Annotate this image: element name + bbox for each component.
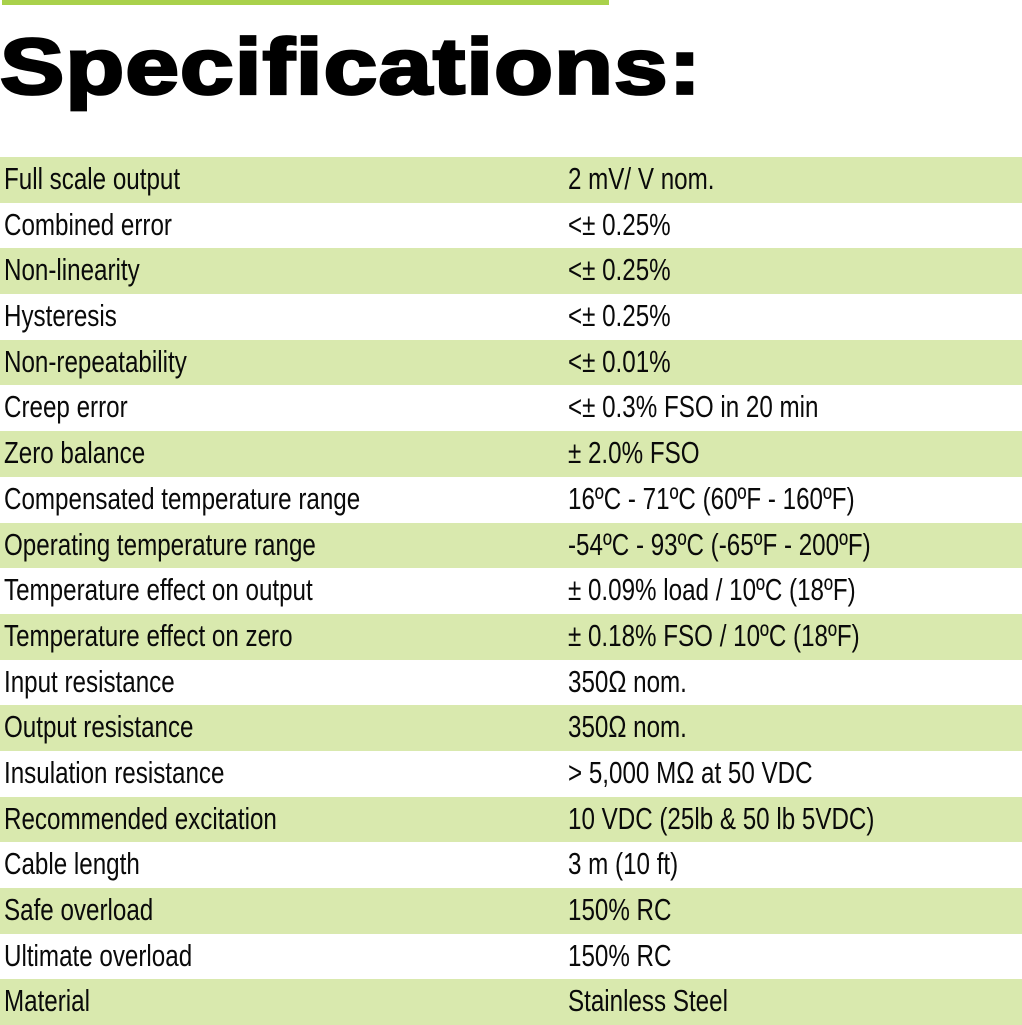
table-row: Full scale output 2 mV/ V nom. [0, 157, 1022, 203]
spec-label: Operating temperature range [4, 526, 316, 562]
table-row: Hysteresis <± 0.25% [0, 294, 1022, 340]
spec-label: Temperature effect on output [4, 572, 313, 608]
spec-label: Input resistance [4, 663, 175, 699]
spec-label: Non-repeatability [4, 343, 187, 379]
spec-value: <± 0.25% [568, 206, 671, 242]
table-row: Compensated temperature range 16ºC - 71º… [0, 477, 1022, 523]
spec-value: <± 0.25% [568, 298, 671, 334]
spec-value: <± 0.25% [568, 252, 671, 288]
table-row: Temperature effect on zero ± 0.18% FSO /… [0, 613, 1022, 660]
table-row: Safe overload 150% RC [0, 888, 1022, 934]
spec-value: ± 0.18% FSO / 10ºC (18ºF) [568, 617, 860, 653]
spec-label: Insulation resistance [4, 754, 225, 790]
spec-label: Output resistance [4, 709, 194, 745]
spec-label: Compensated temperature range [4, 480, 361, 516]
spec-value: 3 m (10 ft) [568, 846, 679, 882]
spec-value: 10 VDC (25lb & 50 lb 5VDC) [568, 800, 875, 836]
table-row: Non-repeatability <± 0.01% [0, 339, 1022, 386]
page-title: Specifications: [0, 22, 702, 111]
specifications-table: Full scale output 2 mV/ V nom. Combined … [0, 157, 1022, 1025]
table-row: Insulation resistance > 5,000 MΩ at 50 V… [0, 751, 1022, 797]
spec-value: <± 0.01% [568, 343, 671, 379]
spec-label: Combined error [4, 206, 172, 242]
spec-value: 150% RC [568, 892, 672, 927]
spec-value: 2 mV/ V nom. [568, 161, 715, 196]
table-row: Ultimate overload 150% RC [0, 934, 1022, 980]
spec-value: ± 0.09% load / 10ºC (18ºF) [568, 572, 856, 608]
spec-label: Non-linearity [4, 252, 140, 288]
table-row: Combined error <± 0.25% [0, 203, 1022, 249]
spec-value: 150% RC [568, 937, 672, 973]
spec-label: Recommended excitation [4, 800, 277, 836]
table-row: Cable length 3 m (10 ft) [0, 842, 1022, 888]
table-row: Output resistance 350Ω nom. [0, 705, 1022, 751]
spec-label: Full scale output [4, 161, 181, 196]
spec-value: 16ºC - 71ºC (60ºF - 160ºF) [568, 480, 855, 516]
table-row: Temperature effect on output ± 0.09% loa… [0, 568, 1022, 614]
table-row: Recommended excitation 10 VDC (25lb & 50… [0, 796, 1022, 843]
spec-value: 350Ω nom. [568, 709, 687, 745]
table-row: Zero balance ± 2.0% FSO [0, 431, 1022, 477]
spec-value: > 5,000 MΩ at 50 VDC [568, 754, 813, 790]
spec-value: -54ºC - 93ºC (-65ºF - 200ºF) [568, 526, 871, 562]
spec-value: 350Ω nom. [568, 663, 687, 699]
table-row: Material Stainless Steel [0, 979, 1022, 1025]
spec-value: Stainless Steel [568, 983, 728, 1019]
table-row: Input resistance 350Ω nom. [0, 660, 1022, 706]
spec-label: Zero balance [4, 435, 146, 471]
spec-value: <± 0.3% FSO in 20 min [568, 389, 819, 425]
spec-label: Cable length [4, 846, 140, 882]
table-row: Non-linearity <± 0.25% [0, 248, 1022, 295]
accent-bar [2, 0, 609, 5]
spec-label: Temperature effect on zero [4, 617, 293, 653]
spec-label: Material [4, 983, 91, 1019]
spec-label: Hysteresis [4, 298, 117, 334]
table-row: Operating temperature range -54ºC - 93ºC… [0, 522, 1022, 569]
spec-label: Creep error [4, 389, 128, 425]
spec-value: ± 2.0% FSO [568, 435, 700, 471]
spec-label: Safe overload [4, 892, 154, 927]
table-row: Creep error <± 0.3% FSO in 20 min [0, 385, 1022, 431]
spec-label: Ultimate overload [4, 937, 193, 973]
